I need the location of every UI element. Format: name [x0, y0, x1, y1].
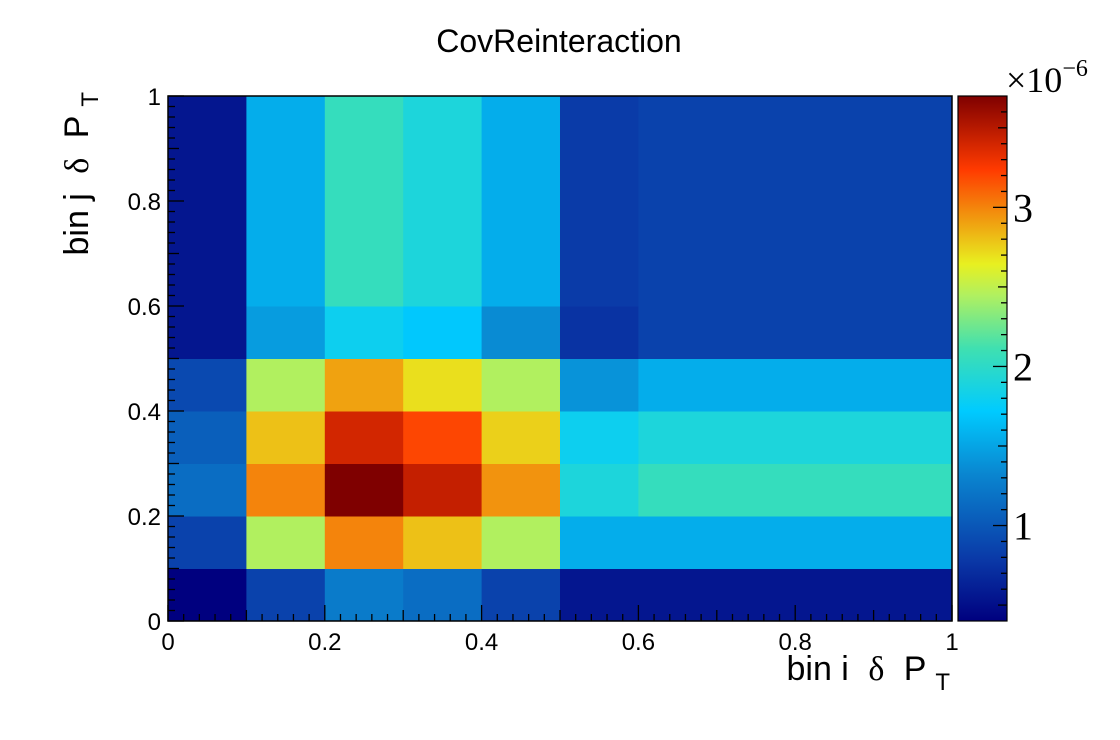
color-bar-tick-label: 3	[1013, 185, 1033, 230]
heatmap-cell	[560, 463, 639, 517]
x-tick-label: 0.8	[779, 629, 812, 656]
heatmap-cell	[324, 96, 404, 307]
heatmap-cell	[246, 358, 326, 412]
color-bar-exponent-label: ×10−6	[1006, 56, 1088, 100]
heatmap-cells	[168, 96, 953, 622]
heatmap-cell	[168, 358, 247, 412]
heatmap-cell	[246, 463, 326, 517]
heatmap-cell	[638, 516, 953, 569]
heatmap-cell	[246, 411, 326, 464]
x-axis-title: bin i δ P T	[786, 650, 950, 696]
color-bar-exponent-power: −6	[1062, 56, 1088, 82]
heatmap-cell	[168, 411, 247, 464]
y-axis-title-sub: T	[77, 92, 104, 107]
color-bar	[958, 96, 1007, 621]
heatmap-cell	[481, 568, 561, 622]
heatmap-cell	[246, 568, 326, 622]
heatmap-cell	[560, 516, 639, 569]
heatmap-cell	[403, 306, 483, 359]
color-bar-frame	[957, 95, 1008, 622]
heatmap-cell	[560, 568, 639, 622]
heatmap-cell	[403, 96, 483, 307]
heatmap-cell	[324, 358, 404, 412]
x-axis: 0 0.2 0.4 0.6 0.8 1	[161, 605, 959, 656]
y-axis: 0 0.2 0.4 0.6 0.8 1	[128, 84, 184, 636]
y-tick-label: 0.4	[128, 399, 161, 426]
heatmap-cell	[168, 516, 247, 569]
heatmap-cell	[638, 96, 953, 307]
heatmap-cell	[246, 96, 326, 307]
heatmap-cell	[168, 568, 247, 622]
x-tick-label: 0.2	[308, 629, 341, 656]
x-axis-title-symbol: δ	[868, 651, 884, 688]
color-bar-tick-label: 1	[1013, 504, 1033, 549]
heatmap-cell	[638, 358, 953, 412]
y-tick-label: 0.8	[128, 189, 161, 216]
heatmap-cell	[403, 463, 483, 517]
y-axis-title-main: bin j	[58, 193, 96, 255]
heatmap-cell	[324, 306, 404, 359]
heatmap-cell	[638, 463, 953, 517]
x-tick-label: 1	[945, 629, 958, 656]
heatmap-cell	[481, 306, 561, 359]
x-axis-title-var: P	[904, 650, 926, 688]
heatmap-cell	[168, 306, 247, 359]
heatmap-cell	[324, 463, 404, 517]
heatmap-cell	[324, 568, 404, 622]
heatmap-cell	[246, 306, 326, 359]
x-axis-title-sub: T	[935, 669, 950, 696]
y-tick-label: 0.2	[128, 504, 161, 531]
y-axis-title-symbol: δ	[59, 158, 96, 174]
color-bar-exponent-base: ×10	[1006, 60, 1062, 100]
y-axis-title-var: P	[58, 116, 96, 138]
heatmap-cell	[638, 306, 953, 359]
heatmap-cell	[324, 411, 404, 464]
y-axis-title: bin j δ P T	[58, 92, 104, 256]
color-bar-tick-label: 2	[1013, 344, 1033, 389]
heatmap-cell	[168, 463, 247, 517]
heatmap-cell	[481, 516, 561, 569]
y-tick-label: 0.6	[128, 294, 161, 321]
x-tick-label: 0.4	[465, 629, 498, 656]
heatmap-cell	[403, 358, 483, 412]
color-bar-ticks: 1 2 3	[993, 111, 1033, 606]
heatmap-cell	[403, 516, 483, 569]
x-axis-title-main: bin i	[786, 650, 848, 688]
heatmap-cell	[481, 358, 561, 412]
heatmap-cell	[560, 358, 639, 412]
chart-title: CovReinteraction	[388, 12, 731, 70]
heatmap-cell	[481, 411, 561, 464]
heatmap-cell	[403, 411, 483, 464]
x-tick-label: 0.6	[622, 629, 655, 656]
heatmap-cell	[324, 516, 404, 569]
heatmap-cell	[560, 96, 639, 307]
y-tick-label: 0	[148, 609, 161, 636]
heatmap-cell	[481, 96, 561, 307]
heatmap-cell	[403, 568, 483, 622]
chart-title-text: CovReinteraction	[436, 23, 681, 59]
heatmap-cell	[246, 516, 326, 569]
y-tick-label: 1	[148, 84, 161, 111]
heatmap-cell	[638, 411, 953, 464]
heatmap-cell	[481, 463, 561, 517]
heatmap-cell	[560, 411, 639, 464]
x-tick-label: 0	[161, 629, 174, 656]
heatmap-cell	[560, 306, 639, 359]
